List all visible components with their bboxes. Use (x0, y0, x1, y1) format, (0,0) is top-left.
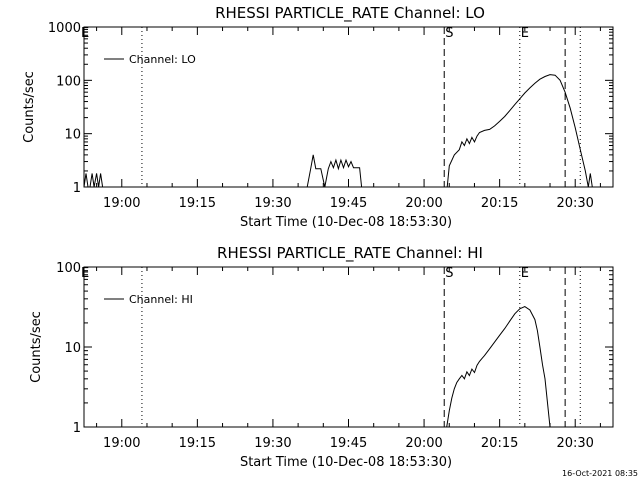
x-tick-label: 20:00 (405, 196, 442, 211)
y-tick-label: 1000 (48, 21, 81, 36)
x-tick-label: 19:30 (254, 196, 291, 211)
x-tick-label: 19:45 (330, 436, 367, 451)
time-marker-label: E (521, 26, 529, 41)
y-tick-label: 10 (64, 341, 81, 356)
y-tick-label: 10 (64, 128, 81, 143)
y-ticks: 1 10 100 1000 (48, 21, 613, 196)
legend: Channel: HI (104, 293, 193, 306)
x-tick-label: 19:30 (254, 436, 291, 451)
plot-frame (83, 26, 614, 188)
x-tick-label: 19:00 (103, 436, 140, 451)
x-tick-label: 19:15 (179, 196, 216, 211)
x-tick-label: 20:30 (556, 436, 593, 451)
x-ticks: 19:00 19:15 19:30 19:45 20:00 20:15 20:30 (96, 267, 601, 451)
y-tick-label: 1 (73, 181, 81, 196)
series-line (83, 74, 593, 188)
x-tick-label: 19:45 (330, 196, 367, 211)
x-tick-label: 20:30 (556, 196, 593, 211)
marker-corner-label: E (81, 266, 89, 281)
y-axis-label: Counts/sec (22, 71, 37, 143)
legend-label: Channel: HI (129, 293, 193, 306)
series-line (446, 306, 551, 428)
chart-panel-hi: RHESSI PARTICLE_RATE Channel: HI Counts/… (29, 244, 614, 470)
render-timestamp: 16-Oct-2021 08:35 (562, 469, 638, 478)
y-tick-label: 100 (56, 261, 81, 276)
chart-title: RHESSI PARTICLE_RATE Channel: LO (215, 4, 485, 23)
time-marker-label: E (521, 266, 529, 281)
legend-label: Channel: LO (129, 53, 196, 66)
series-group (446, 306, 551, 428)
x-axis-label: Start Time (10-Dec-08 18:53:30) (240, 215, 452, 230)
time-marker-label: S (445, 266, 453, 281)
x-tick-label: 19:15 (179, 436, 216, 451)
marker-corner-label: E (81, 26, 89, 41)
x-tick-label: 20:15 (481, 196, 518, 211)
chart-title: RHESSI PARTICLE_RATE Channel: HI (217, 244, 483, 263)
legend: Channel: LO (104, 53, 196, 66)
series-group (83, 74, 593, 188)
chart-panel-lo: RHESSI PARTICLE_RATE Channel: LO Counts/… (22, 4, 614, 230)
x-ticks: 19:00 19:15 19:30 19:45 20:00 20:15 20:30 (96, 27, 601, 211)
y-tick-label: 1 (73, 421, 81, 436)
y-tick-label: 100 (56, 74, 81, 89)
x-tick-label: 20:15 (481, 436, 518, 451)
x-tick-label: 20:00 (405, 436, 442, 451)
y-axis-label: Counts/sec (29, 311, 44, 383)
plot-frame (83, 266, 614, 428)
y-ticks: 1 10 100 (56, 261, 613, 436)
x-axis-label: Start Time (10-Dec-08 18:53:30) (240, 455, 452, 470)
time-marker-label: S (445, 26, 453, 41)
x-tick-label: 19:00 (103, 196, 140, 211)
